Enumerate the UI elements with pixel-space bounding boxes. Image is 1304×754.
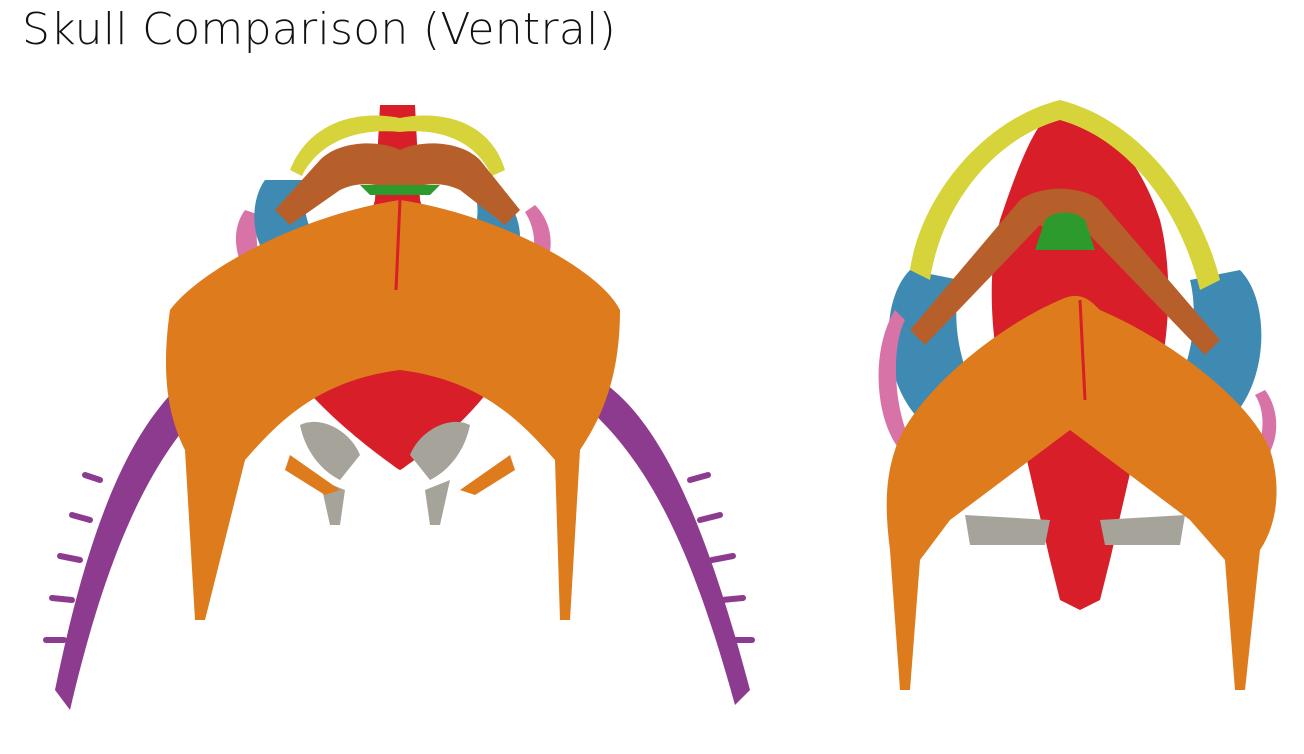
left-skull-icon bbox=[43, 105, 755, 710]
right-skull-icon bbox=[878, 100, 1277, 690]
left-skull-render bbox=[43, 105, 755, 710]
page-title: Skull Comparison (Ventral) bbox=[22, 4, 617, 55]
right-skull-render bbox=[840, 0, 1304, 754]
